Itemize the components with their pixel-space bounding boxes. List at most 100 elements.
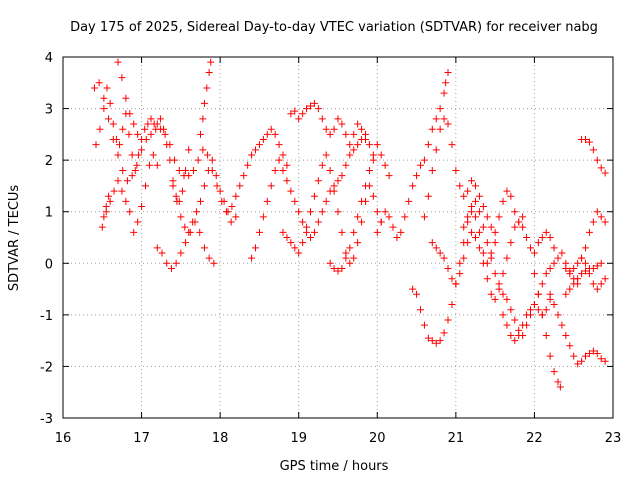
data-point [597, 213, 605, 221]
data-point [589, 264, 597, 272]
y-tick-label: 1 [45, 206, 53, 221]
data-point [417, 306, 424, 314]
data-point [546, 352, 554, 360]
data-point [199, 146, 207, 154]
data-point [220, 197, 228, 205]
data-point [432, 115, 440, 123]
data-point [291, 197, 299, 205]
data-point [259, 213, 267, 221]
data-point [307, 234, 314, 241]
data-point [175, 166, 183, 174]
data-point [307, 208, 314, 216]
data-point [507, 306, 515, 314]
data-point [310, 228, 318, 236]
data-point [527, 244, 534, 252]
data-point [212, 172, 220, 180]
data-point [303, 223, 311, 231]
series-track-m [373, 68, 452, 241]
data-point [156, 115, 164, 123]
x-tick-label: 16 [55, 431, 72, 446]
data-point [153, 244, 161, 252]
x-axis-label: GPS time / hours [280, 459, 389, 474]
data-point [295, 208, 303, 216]
series-track-o [420, 115, 527, 236]
data-point [189, 218, 197, 226]
data-point [409, 182, 417, 190]
y-tick-label: 3 [45, 103, 53, 118]
data-point [413, 290, 421, 298]
data-point [232, 192, 240, 200]
data-point [530, 301, 538, 309]
data-point [582, 136, 589, 144]
data-point [562, 331, 570, 339]
data-point [499, 311, 507, 319]
data-point [134, 218, 142, 226]
data-point [550, 301, 558, 309]
data-point [507, 239, 515, 247]
data-point [248, 151, 256, 159]
data-point [597, 164, 605, 172]
data-point [197, 197, 204, 205]
data-point [436, 125, 444, 133]
data-point [515, 218, 523, 226]
data-point [330, 125, 338, 133]
data-point [491, 295, 499, 303]
y-tick-label: 0 [45, 257, 53, 272]
data-point [334, 208, 342, 216]
data-point [283, 234, 291, 241]
data-point [511, 208, 519, 216]
data-point [287, 239, 295, 247]
series-track-r [530, 270, 564, 391]
data-point [534, 239, 542, 247]
data-point [130, 228, 138, 236]
data-point [338, 120, 346, 128]
data-point [350, 146, 358, 154]
data-point [106, 99, 114, 107]
data-point [464, 213, 472, 221]
data-point [589, 146, 597, 154]
data-point [585, 138, 593, 146]
x-tick-label: 23 [605, 431, 622, 446]
y-tick-labels: -3 -2 -1 0 1 2 3 4 [40, 51, 53, 427]
data-point [228, 203, 236, 211]
series-track-j [287, 99, 377, 164]
data-point [263, 130, 271, 138]
data-point [178, 187, 186, 195]
data-point [106, 197, 114, 205]
data-point [271, 130, 279, 138]
data-point [460, 254, 468, 262]
data-point [185, 146, 193, 154]
data-point [503, 187, 511, 195]
series-track-u [562, 254, 605, 275]
data-point [519, 223, 527, 231]
data-point [420, 156, 428, 164]
data-point [118, 187, 126, 195]
x-tick-labels: 16 17 18 19 20 21 22 23 [55, 431, 622, 446]
data-point [342, 130, 350, 138]
data-point [227, 218, 235, 226]
series-track-k [279, 151, 385, 267]
data-point [491, 239, 499, 247]
data-point [283, 161, 291, 169]
data-point [326, 130, 334, 138]
data-point [381, 208, 389, 216]
data-point [593, 285, 601, 293]
data-point [578, 357, 586, 365]
data-point [166, 156, 174, 164]
data-point [475, 208, 483, 216]
data-point [105, 115, 113, 123]
data-point [373, 228, 381, 236]
data-point [440, 254, 448, 262]
data-point [511, 223, 519, 231]
data-point [444, 264, 452, 272]
data-point [263, 197, 271, 205]
data-point [527, 306, 534, 314]
data-point [185, 172, 193, 180]
data-point [495, 280, 503, 288]
data-point [134, 151, 142, 159]
series-track-s [546, 290, 609, 368]
y-tick-label: -1 [40, 309, 53, 324]
data-point [566, 267, 574, 275]
